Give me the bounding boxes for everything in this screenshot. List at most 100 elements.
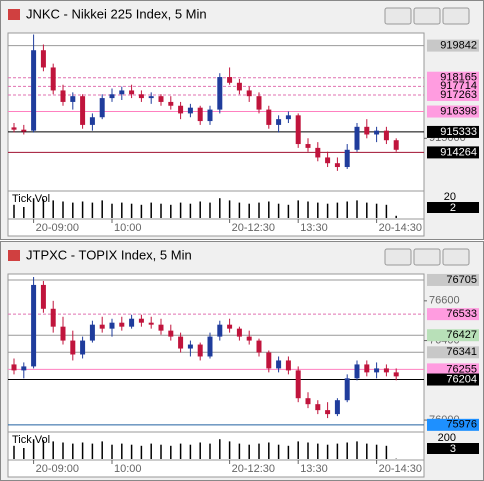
candle-body — [40, 284, 46, 309]
candle-body — [21, 366, 27, 371]
level-label-box — [427, 363, 479, 376]
x-tick-label: 13:30 — [300, 222, 328, 234]
candle-body — [138, 94, 144, 99]
candle-body — [99, 324, 105, 329]
window-title: JTPXC - TOPIX Index, 5 Min — [26, 247, 192, 262]
level-label-box — [427, 39, 479, 52]
candle-body — [354, 364, 360, 379]
candle-body — [178, 336, 184, 349]
candle-body — [70, 96, 76, 102]
candle-body — [207, 109, 213, 122]
minimize-button[interactable] — [384, 248, 412, 266]
candle-body — [197, 344, 203, 357]
candle-body — [285, 115, 291, 120]
level-label: 76255 — [446, 363, 477, 375]
candle-body — [60, 90, 66, 102]
candle-body — [60, 326, 66, 341]
x-tick-label: 20-14:30 — [379, 463, 422, 475]
candle-body — [256, 340, 262, 353]
plot-area — [7, 32, 425, 237]
plot-area — [7, 273, 425, 478]
maximize-button[interactable] — [413, 248, 441, 266]
volume-last-box — [427, 443, 479, 454]
level-label: 76533 — [446, 308, 477, 320]
candle-body — [393, 140, 399, 150]
window: JNKC - Nikkei 225 Index, 5 Min9150009198… — [0, 0, 484, 240]
candle-body — [393, 372, 399, 377]
candle-body — [148, 322, 154, 325]
candle-body — [266, 109, 272, 125]
candle-body — [40, 50, 46, 68]
candle-body — [178, 105, 184, 114]
candle-body — [227, 324, 233, 329]
candle-body — [227, 77, 233, 83]
level-label: 76341 — [446, 346, 477, 358]
candle-body — [80, 96, 86, 125]
candle-body — [207, 336, 213, 357]
volume-tick-label: 20 — [444, 191, 456, 203]
candle-body — [50, 67, 56, 91]
close-button[interactable] — [442, 248, 470, 266]
candle-body — [109, 94, 115, 99]
x-tick-label: 20-12:30 — [232, 222, 275, 234]
candle-body — [70, 340, 76, 355]
level-label-box — [427, 273, 479, 286]
candle-body — [217, 77, 223, 110]
level-label-box — [427, 308, 479, 321]
volume-last-label: 3 — [450, 443, 456, 455]
volume-label: Tick Vol — [12, 193, 50, 205]
level-label-box — [427, 146, 479, 159]
window: JTPXC - TOPIX Index, 5 Min76000764007660… — [0, 241, 484, 481]
level-label: 919842 — [440, 40, 477, 52]
level-label-box — [427, 125, 479, 138]
candle-body — [276, 119, 282, 125]
candle-body — [89, 117, 95, 125]
candle-body — [119, 322, 125, 327]
candle-body — [246, 336, 252, 341]
candle-body — [31, 50, 37, 131]
candle-body — [31, 284, 37, 367]
candle-body — [158, 96, 164, 102]
level-label-box — [427, 329, 479, 342]
candle-body — [334, 163, 340, 168]
candle-body — [99, 98, 105, 118]
minimize-button[interactable] — [384, 7, 412, 25]
candle-body — [50, 308, 56, 327]
candle-body — [236, 328, 242, 337]
candle-body — [334, 400, 340, 415]
candle-body — [295, 370, 301, 399]
candle-body — [315, 147, 321, 158]
candle-body — [364, 126, 370, 135]
candle-body — [305, 398, 311, 405]
candle-body — [129, 318, 135, 327]
volume-last-label: 2 — [450, 202, 456, 214]
candle-body — [21, 129, 27, 132]
candle-body — [266, 352, 272, 369]
candle-body — [119, 90, 125, 95]
candle-body — [325, 410, 331, 415]
level-label: 914264 — [440, 146, 477, 158]
candle-body — [364, 364, 370, 373]
x-tick-label: 13:30 — [300, 463, 328, 475]
level-label: 916398 — [440, 105, 477, 117]
candle-body — [315, 404, 321, 411]
x-tick-label: 10:00 — [114, 222, 142, 234]
candle-body — [276, 360, 282, 369]
close-button[interactable] — [442, 7, 470, 25]
candle-body — [11, 364, 17, 371]
candle-body — [129, 90, 135, 95]
candle-body — [187, 344, 193, 349]
maximize-button[interactable] — [413, 7, 441, 25]
candle-body — [89, 324, 95, 341]
volume-last-box — [427, 202, 479, 213]
level-label-box — [427, 373, 479, 386]
y-tick-label: 76600 — [429, 295, 460, 307]
level-label-box — [427, 346, 479, 359]
candle-body — [383, 130, 389, 141]
candle-body — [138, 318, 144, 323]
candle-body — [344, 149, 350, 168]
candle-body — [344, 378, 350, 401]
candle-body — [217, 324, 223, 337]
volume-tick-label: 200 — [438, 432, 456, 444]
